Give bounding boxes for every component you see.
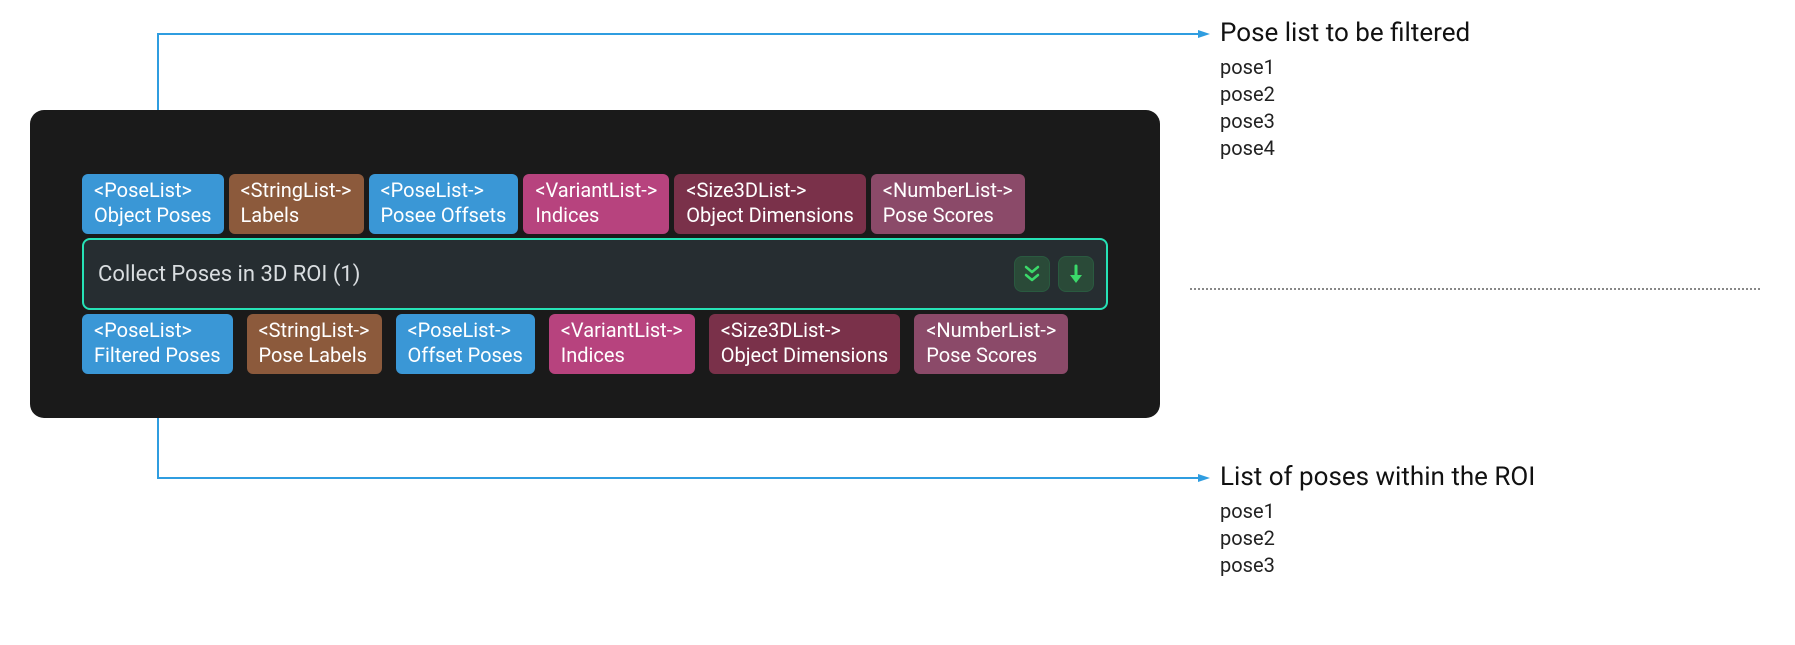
node-title-text: Collect Poses in 3D ROI (1) — [98, 262, 1006, 287]
port-type: <VariantList-> — [561, 318, 683, 343]
annotation-bottom-title: List of poses within the ROI — [1220, 462, 1535, 492]
input-port[interactable]: <PoseList->Posee Offsets — [369, 174, 519, 234]
list-item: pose3 — [1220, 108, 1470, 135]
port-label: Object Dimensions — [686, 203, 854, 228]
divider — [1190, 288, 1760, 290]
input-port[interactable]: <Size3DList->Object Dimensions — [674, 174, 866, 234]
annotation-bottom-list: pose1pose2pose3 — [1220, 498, 1535, 579]
output-port[interactable]: <PoseList>Filtered Poses — [82, 314, 233, 374]
port-type: <StringList-> — [241, 178, 352, 203]
annotation-top-list: pose1pose2pose3pose4 — [1220, 54, 1470, 162]
port-label: Pose Scores — [926, 343, 1037, 368]
port-label: Object Dimensions — [721, 343, 889, 368]
annotation-top: Pose list to be filtered pose1pose2pose3… — [1220, 18, 1470, 162]
port-type: <PoseList-> — [408, 318, 511, 343]
output-port[interactable]: <Size3DList->Object Dimensions — [709, 314, 901, 374]
input-port[interactable]: <NumberList->Pose Scores — [871, 174, 1025, 234]
output-port[interactable]: <PoseList->Offset Poses — [396, 314, 535, 374]
port-label: Indices — [535, 203, 599, 228]
port-type: <VariantList-> — [535, 178, 657, 203]
node-title-bar[interactable]: Collect Poses in 3D ROI (1) — [82, 238, 1108, 310]
annotation-bottom: List of poses within the ROI pose1pose2p… — [1220, 462, 1535, 579]
port-type: <Size3DList-> — [721, 318, 841, 343]
node-panel: <PoseList>Object Poses<StringList->Label… — [30, 110, 1160, 418]
input-port[interactable]: <StringList->Labels — [229, 174, 364, 234]
port-label: Offset Poses — [408, 343, 523, 368]
collapse-all-icon[interactable] — [1014, 256, 1050, 292]
list-item: pose2 — [1220, 81, 1470, 108]
port-label: Indices — [561, 343, 625, 368]
port-type: <PoseList> — [94, 178, 192, 203]
output-port[interactable]: <StringList->Pose Labels — [247, 314, 382, 374]
port-label: Object Poses — [94, 203, 212, 228]
list-item: pose2 — [1220, 525, 1535, 552]
list-item: pose1 — [1220, 54, 1470, 81]
list-item: pose3 — [1220, 552, 1535, 579]
port-label: Filtered Poses — [94, 343, 221, 368]
output-port-row: <PoseList>Filtered Poses<StringList->Pos… — [42, 314, 1148, 374]
list-item: pose4 — [1220, 135, 1470, 162]
port-type: <NumberList-> — [926, 318, 1056, 343]
port-type: <NumberList-> — [883, 178, 1013, 203]
port-label: Posee Offsets — [381, 203, 507, 228]
port-type: <StringList-> — [259, 318, 370, 343]
input-port[interactable]: <PoseList>Object Poses — [82, 174, 224, 234]
input-port-row: <PoseList>Object Poses<StringList->Label… — [42, 174, 1148, 234]
list-item: pose1 — [1220, 498, 1535, 525]
annotation-top-title: Pose list to be filtered — [1220, 18, 1470, 48]
port-label: Pose Labels — [259, 343, 367, 368]
output-port[interactable]: <NumberList->Pose Scores — [914, 314, 1068, 374]
port-label: Labels — [241, 203, 300, 228]
port-type: <Size3DList-> — [686, 178, 806, 203]
port-type: <PoseList> — [94, 318, 192, 343]
output-port[interactable]: <VariantList->Indices — [549, 314, 695, 374]
run-down-icon[interactable] — [1058, 256, 1094, 292]
port-label: Pose Scores — [883, 203, 994, 228]
port-type: <PoseList-> — [381, 178, 484, 203]
input-port[interactable]: <VariantList->Indices — [523, 174, 669, 234]
